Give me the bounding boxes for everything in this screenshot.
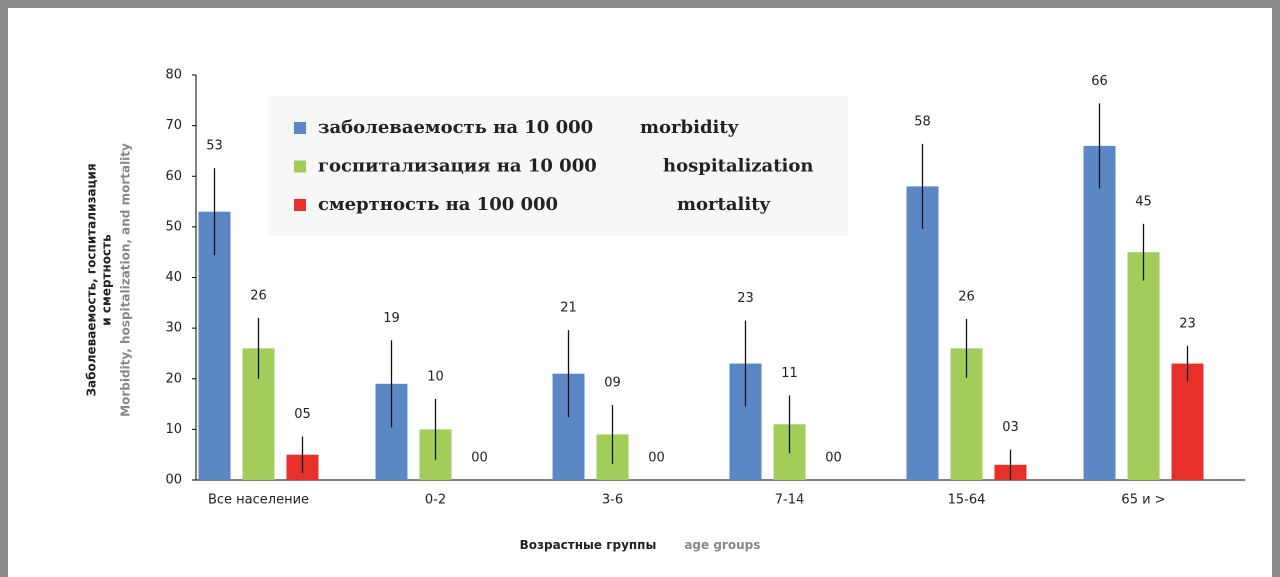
legend-swatch — [294, 199, 306, 211]
y-tick-label: 50 — [165, 219, 182, 234]
x-axis-title: Возрастные группы age groups — [520, 538, 761, 552]
data-label: 03 — [1002, 420, 1019, 435]
y-tick-label: 20 — [165, 371, 182, 386]
data-label: 00 — [648, 451, 665, 466]
x-axis-title-en: age groups — [684, 538, 760, 552]
data-label: 53 — [206, 139, 223, 154]
data-label: 26 — [250, 289, 267, 304]
data-label: 58 — [914, 114, 931, 129]
y-tick-label: 60 — [165, 169, 182, 184]
y-axis-title: Заболеваемость, госпитализация и смертно… — [85, 143, 133, 417]
bar — [198, 211, 231, 480]
data-label: 45 — [1135, 194, 1152, 209]
data-label: 10 — [427, 370, 444, 385]
bar — [1083, 145, 1116, 480]
x-tick-label: 7-14 — [775, 493, 805, 508]
y-tick-label: 80 — [165, 68, 182, 83]
y-axis-title-line: и смертность — [100, 234, 114, 326]
data-label: 21 — [560, 301, 577, 316]
data-label: 05 — [294, 407, 311, 422]
legend-label-en: morbidity — [640, 117, 739, 138]
x-tick-label: 3-6 — [602, 493, 623, 508]
x-tick-label: 0-2 — [425, 493, 446, 508]
data-label: 00 — [471, 451, 488, 466]
bar — [906, 186, 939, 480]
data-label: 26 — [958, 290, 975, 305]
data-label: 09 — [604, 376, 621, 391]
y-axis-title-line: Заболеваемость, госпитализация — [85, 163, 99, 396]
legend-label: госпитализация на 10 000 — [318, 156, 597, 177]
x-tick-label: Все население — [208, 493, 309, 508]
data-label: 23 — [737, 291, 754, 306]
bar — [1127, 252, 1160, 480]
bar — [1171, 363, 1204, 480]
data-label: 19 — [383, 311, 400, 326]
y-tick-label: 70 — [165, 118, 182, 133]
x-tick-label: 15-64 — [948, 493, 986, 508]
y-tick-label: 10 — [165, 422, 182, 437]
legend-label: заболеваемость на 10 000 — [318, 117, 593, 138]
y-axis-title-en: Morbidity, hospitalization, and mortalit… — [119, 143, 133, 417]
legend-box — [268, 96, 848, 236]
x-tick-label: 65 и > — [1121, 493, 1165, 508]
y-tick-label: 00 — [165, 473, 182, 488]
y-tick-label: 30 — [165, 321, 182, 336]
y-tick-label: 40 — [165, 270, 182, 285]
legend-swatch — [294, 122, 306, 134]
data-label: 00 — [825, 451, 842, 466]
legend-label: смертность на 100 000 — [318, 194, 558, 215]
data-label: 66 — [1091, 74, 1108, 89]
legend-label-en: mortality — [677, 194, 771, 215]
data-label: 23 — [1179, 316, 1196, 331]
data-label: 11 — [781, 366, 798, 381]
legend-label-en: hospitalization — [663, 156, 813, 177]
legend-swatch — [294, 160, 306, 173]
x-axis-title-ru: Возрастные группы — [520, 538, 657, 552]
